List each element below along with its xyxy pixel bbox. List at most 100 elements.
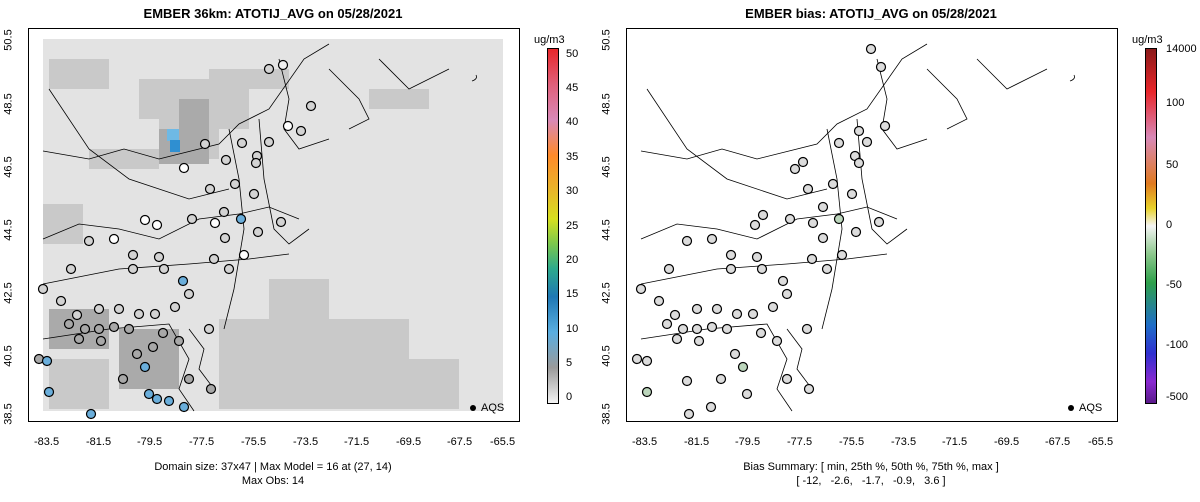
- obs-marker: [157, 327, 169, 339]
- bias-marker: [833, 137, 845, 149]
- left-legend: AQS: [470, 402, 504, 414]
- obs-marker: [250, 157, 262, 169]
- bias-marker: [781, 288, 793, 300]
- bias-marker: [705, 401, 717, 413]
- bias-marker: [777, 275, 789, 287]
- obs-marker: [252, 226, 264, 238]
- obs-marker: [305, 100, 317, 112]
- right-ytick-2: 46.5: [600, 156, 613, 178]
- obs-marker: [205, 383, 217, 395]
- obs-marker: [186, 213, 198, 225]
- obs-marker: [123, 323, 135, 335]
- obs-marker: [235, 213, 247, 225]
- right-cbar-tick-3: 0: [1166, 219, 1173, 231]
- obs-marker: [43, 386, 55, 398]
- obs-marker: [85, 408, 97, 420]
- obs-marker: [65, 263, 77, 275]
- bias-marker: [789, 163, 801, 175]
- bias-marker: [641, 386, 653, 398]
- bias-marker: [749, 219, 761, 231]
- obs-marker: [218, 206, 230, 218]
- obs-marker: [295, 125, 307, 137]
- right-legend: AQS: [1068, 402, 1102, 414]
- obs-marker: [236, 137, 248, 149]
- obs-marker: [83, 235, 95, 247]
- bias-marker: [729, 348, 741, 360]
- obs-marker: [108, 233, 120, 245]
- bias-marker: [801, 323, 813, 335]
- bias-marker: [817, 232, 829, 244]
- right-panel-title: EMBER bias: ATOTIJ_AVG on 05/28/2021: [745, 6, 997, 21]
- model-grid-blue: [167, 129, 180, 152]
- right-colorbar: [1145, 48, 1157, 404]
- bias-marker: [691, 323, 703, 335]
- left-cbar-tick-2: 40: [566, 116, 579, 128]
- left-ytick-6: 38.5: [2, 403, 15, 425]
- bias-marker: [784, 213, 796, 225]
- left-legend-label: AQS: [481, 402, 505, 414]
- obs-marker: [139, 214, 151, 226]
- left-cbar-tick-7: 15: [566, 288, 579, 300]
- obs-marker: [275, 216, 287, 228]
- right-colorbar-unit: ug/m3: [1132, 34, 1163, 46]
- left-xtick-7: -69.5: [396, 436, 422, 448]
- left-cbar-tick-10: 0: [566, 391, 573, 403]
- bias-marker: [741, 388, 753, 400]
- obs-marker: [183, 373, 195, 385]
- bias-marker: [833, 213, 845, 225]
- obs-marker: [173, 335, 185, 347]
- obs-marker: [199, 138, 211, 150]
- bias-marker: [797, 156, 809, 168]
- legend-dot-icon: [470, 405, 476, 412]
- bias-marker: [807, 217, 819, 229]
- obs-marker: [151, 219, 163, 231]
- left-colorbar: [547, 48, 559, 404]
- left-ytick-4: 42.5: [2, 282, 15, 304]
- bias-marker: [757, 209, 769, 221]
- bias-marker: [803, 383, 815, 395]
- bias-marker: [853, 157, 865, 169]
- bias-marker: [706, 321, 718, 333]
- bias-marker: [669, 309, 681, 321]
- obs-marker: [223, 263, 235, 275]
- right-map-svg: [631, 43, 1075, 420]
- bias-marker: [873, 216, 885, 228]
- bias-marker: [771, 335, 783, 347]
- obs-marker: [220, 154, 232, 166]
- obs-marker: [133, 308, 145, 320]
- obs-marker: [95, 335, 107, 347]
- left-cbar-tick-0: 50: [566, 48, 579, 60]
- left-cbar-tick-3: 35: [566, 151, 579, 163]
- bias-marker: [725, 263, 737, 275]
- obs-marker: [37, 283, 49, 295]
- obs-marker: [108, 321, 120, 333]
- obs-marker: [63, 318, 75, 330]
- left-cbar-tick-8: 10: [566, 323, 579, 335]
- left-xtick-8: -67.5: [447, 436, 473, 448]
- right-xtick-9: -65.5: [1088, 436, 1114, 448]
- bias-marker: [850, 226, 862, 238]
- obs-marker: [151, 393, 163, 405]
- bias-marker: [691, 303, 703, 315]
- bias-marker: [781, 373, 793, 385]
- obs-marker: [263, 136, 275, 148]
- right-cbar-tick-1: 100: [1166, 97, 1185, 109]
- left-caption-line1: Domain size: 37x47 | Max Model = 16 at (…: [154, 461, 392, 473]
- right-ytick-6: 38.5: [600, 403, 613, 425]
- bias-marker: [756, 263, 768, 275]
- right-cbar-tick-4: -50: [1166, 279, 1182, 291]
- obs-marker: [209, 217, 221, 229]
- right-xtick-7: -69.5: [994, 436, 1020, 448]
- right-boundaries: [640, 43, 1075, 412]
- obs-marker: [79, 323, 91, 335]
- left-map-plot: [28, 28, 520, 422]
- right-cbar-tick-6: -500: [1166, 391, 1189, 403]
- left-cbar-tick-9: 5: [566, 357, 573, 369]
- bias-marker: [802, 183, 814, 195]
- left-ytick-2: 46.5: [2, 156, 15, 178]
- obs-marker: [117, 373, 129, 385]
- left-cbar-tick-1: 45: [566, 82, 579, 94]
- obs-marker: [282, 120, 294, 132]
- right-caption-line1: Bias Summary: [ min, 25th %, 50th %, 75t…: [743, 461, 999, 473]
- right-xtick-1: -81.5: [684, 436, 710, 448]
